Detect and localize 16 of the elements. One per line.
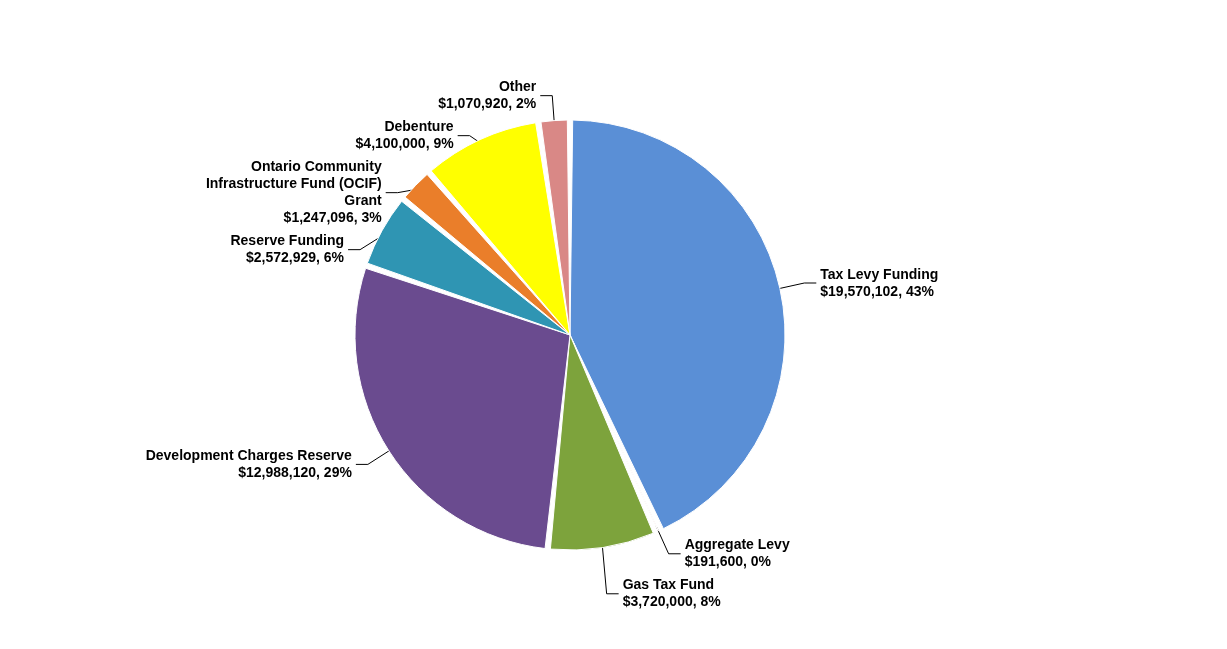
slice-label: Tax Levy Funding [820, 265, 939, 282]
data-label: $1,070,920, 2% [438, 95, 537, 112]
data-label: $19,570,102, 43% [820, 282, 935, 299]
data-label: $2,572,929, 6% [245, 249, 345, 266]
data-label: $191,600, 0% [684, 553, 772, 570]
slice-label: Gas Tax Fund [622, 576, 715, 593]
slice-label: Debenture [384, 118, 454, 135]
slice-label: Aggregate Levy [684, 536, 790, 553]
data-label: $12,988,120, 29% [238, 463, 353, 480]
data-label: $1,247,096, 3% [283, 209, 383, 226]
slice-label: Ontario Community Infrastructure Fund (OCIF) Grant [205, 158, 383, 209]
data-label: $3,720,000, 8% [622, 593, 722, 610]
data-label: $4,100,000, 9% [355, 135, 455, 152]
slice-label: Other [498, 78, 537, 95]
slice-label: Development Charges Reserve [145, 446, 353, 463]
slice-label: Reserve Funding [230, 232, 345, 249]
